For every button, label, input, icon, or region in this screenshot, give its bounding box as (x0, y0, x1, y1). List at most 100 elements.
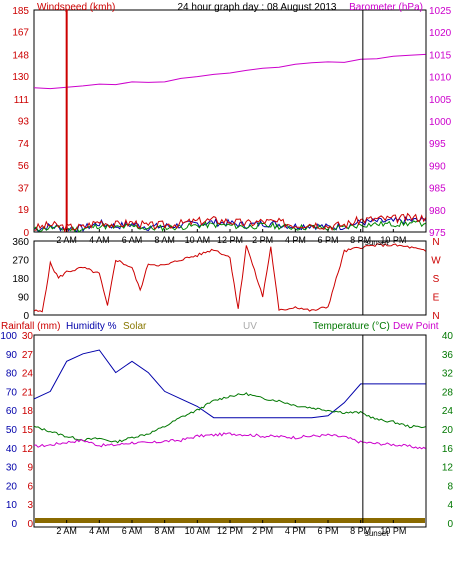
windspeed-label: Windspeed (kmh) (37, 2, 115, 13)
barometer-y-tick-label: 1025 (429, 6, 452, 17)
rain-y-tick-label: 24 (22, 369, 34, 380)
humidity-label: Humidity % (66, 321, 117, 332)
wind-y-tick-label: 19 (18, 205, 30, 216)
humidity-y-tick-label: 0 (11, 519, 17, 530)
direction-y-tick-label: 360 (12, 237, 29, 248)
wind-x-tick-label: 6 PM (317, 235, 338, 245)
wind-gust-series-line (33, 216, 427, 233)
rain-y-tick-label: 27 (22, 350, 34, 361)
wind-y-tick-label: 93 (18, 116, 30, 127)
wind-x-tick-label: 6 AM (122, 235, 143, 245)
rain-y-tick-label: 21 (22, 387, 34, 398)
wind-y-tick-label: 111 (14, 95, 30, 106)
rain-y-tick-label: 30 (22, 331, 34, 342)
wind-x-tick-label: 4 AM (89, 235, 110, 245)
barometer-y-tick-label: 995 (429, 139, 446, 150)
dewpoint-label: Dew Point (393, 321, 439, 332)
wind-y-tick-label: 74 (18, 139, 30, 150)
temperature-label: Temperature (°C) (313, 321, 390, 332)
wind-y-tick-label: 167 (12, 28, 29, 39)
wind-y-tick-label: 37 (18, 184, 30, 195)
direction-panel-frame (33, 240, 427, 316)
humidity-y-tick-label: 70 (6, 387, 18, 398)
rain-y-tick-label: 3 (27, 500, 33, 511)
direction-y-tick-label: 270 (12, 256, 29, 267)
barometer-y-tick-label: 1005 (429, 95, 452, 106)
rain-y-tick-label: 9 (27, 463, 33, 474)
direction-compass-label: W (431, 256, 441, 267)
climate-x-tick-label: 6 AM (122, 526, 143, 536)
climate-x-tick-label: 10 PM (380, 526, 406, 536)
wind-y-tick-label: 185 (12, 6, 29, 17)
humidity-series-line (33, 349, 426, 419)
wind-x-tick-label: 2 PM (252, 235, 273, 245)
direction-y-tick-label: 180 (12, 274, 29, 285)
direction-compass-label: N (432, 311, 439, 322)
humidity-y-tick-label: 80 (6, 369, 18, 380)
climate-x-tick-label: 2 PM (252, 526, 273, 536)
barometer-y-tick-label: 980 (429, 206, 446, 217)
wind-y-tick-label: 148 (12, 50, 29, 61)
sunset-label: sunset (365, 238, 389, 247)
humidity-y-tick-label: 10 (6, 500, 18, 511)
climate-x-tick-label: 2 AM (56, 526, 77, 536)
barometer-series-line (33, 53, 426, 90)
climate-x-tick-label: 6 PM (317, 526, 338, 536)
uv-label: UV (243, 321, 257, 332)
barometer-y-tick-label: 1015 (429, 50, 452, 61)
graph-title: 24 hour graph day : 08 August 2013 (177, 2, 336, 13)
barometer-y-tick-label: 990 (429, 161, 446, 172)
temperature-y-tick-label: 4 (447, 500, 453, 511)
wind-y-tick-label: 56 (18, 161, 30, 172)
wind-y-tick-label: 130 (12, 72, 29, 83)
wind-x-tick-label: 12 PM (217, 235, 243, 245)
wind-x-tick-label: 4 PM (285, 235, 306, 245)
climate-panel-frame (33, 334, 427, 528)
temperature-y-tick-label: 28 (442, 387, 454, 398)
wind-x-tick-label: 10 PM (380, 235, 406, 245)
solar-label: Solar (123, 321, 147, 332)
climate-x-tick-label: 8 PM (350, 526, 371, 536)
humidity-y-tick-label: 20 (6, 481, 18, 492)
barometer-y-tick-label: 1000 (429, 117, 452, 128)
wind-x-tick-label: 8 PM (350, 235, 371, 245)
wind-x-tick-label: 2 AM (56, 235, 77, 245)
temperature-y-tick-label: 24 (442, 406, 454, 417)
rain-y-tick-label: 6 (27, 481, 33, 492)
climate-x-tick-label: 8 AM (154, 526, 175, 536)
wind-panel-frame (33, 9, 427, 233)
wind-average-series-line (33, 219, 426, 233)
rain-y-tick-label: 0 (27, 519, 33, 530)
direction-compass-label: S (433, 274, 440, 285)
humidity-y-tick-label: 40 (6, 444, 18, 455)
temperature-y-tick-label: 40 (442, 331, 454, 342)
temperature-y-tick-label: 20 (442, 425, 454, 436)
barometer-y-tick-label: 975 (429, 228, 446, 239)
temperature-y-tick-label: 12 (442, 463, 454, 474)
humidity-y-tick-label: 50 (6, 425, 18, 436)
wind-x-tick-label: 10 AM (185, 235, 211, 245)
rain-y-tick-label: 18 (22, 406, 34, 417)
wind-x-tick-label: 8 AM (154, 235, 175, 245)
climate-x-tick-label: 10 AM (185, 526, 211, 536)
temperature-series-line (33, 392, 426, 444)
direction-y-tick-label: 90 (18, 293, 30, 304)
humidity-y-tick-label: 100 (0, 331, 17, 342)
barometer-y-tick-label: 1020 (429, 28, 452, 39)
climate-x-tick-label: 12 PM (217, 526, 243, 536)
humidity-y-tick-label: 60 (6, 406, 18, 417)
climate-x-tick-label: 4 PM (285, 526, 306, 536)
rain-y-tick-label: 15 (22, 425, 34, 436)
direction-compass-label: E (433, 293, 440, 304)
temperature-y-tick-label: 0 (447, 519, 453, 530)
temperature-y-tick-label: 32 (442, 369, 454, 380)
barometer-y-tick-label: 985 (429, 184, 446, 195)
humidity-y-tick-label: 90 (6, 350, 18, 361)
temperature-y-tick-label: 36 (442, 350, 454, 361)
climate-x-tick-label: 4 AM (89, 526, 110, 536)
windspeed-series-line (33, 212, 427, 233)
rainfall-label: Rainfall (mm) (1, 321, 60, 332)
direction-compass-label: N (432, 237, 439, 248)
humidity-y-tick-label: 30 (6, 463, 18, 474)
